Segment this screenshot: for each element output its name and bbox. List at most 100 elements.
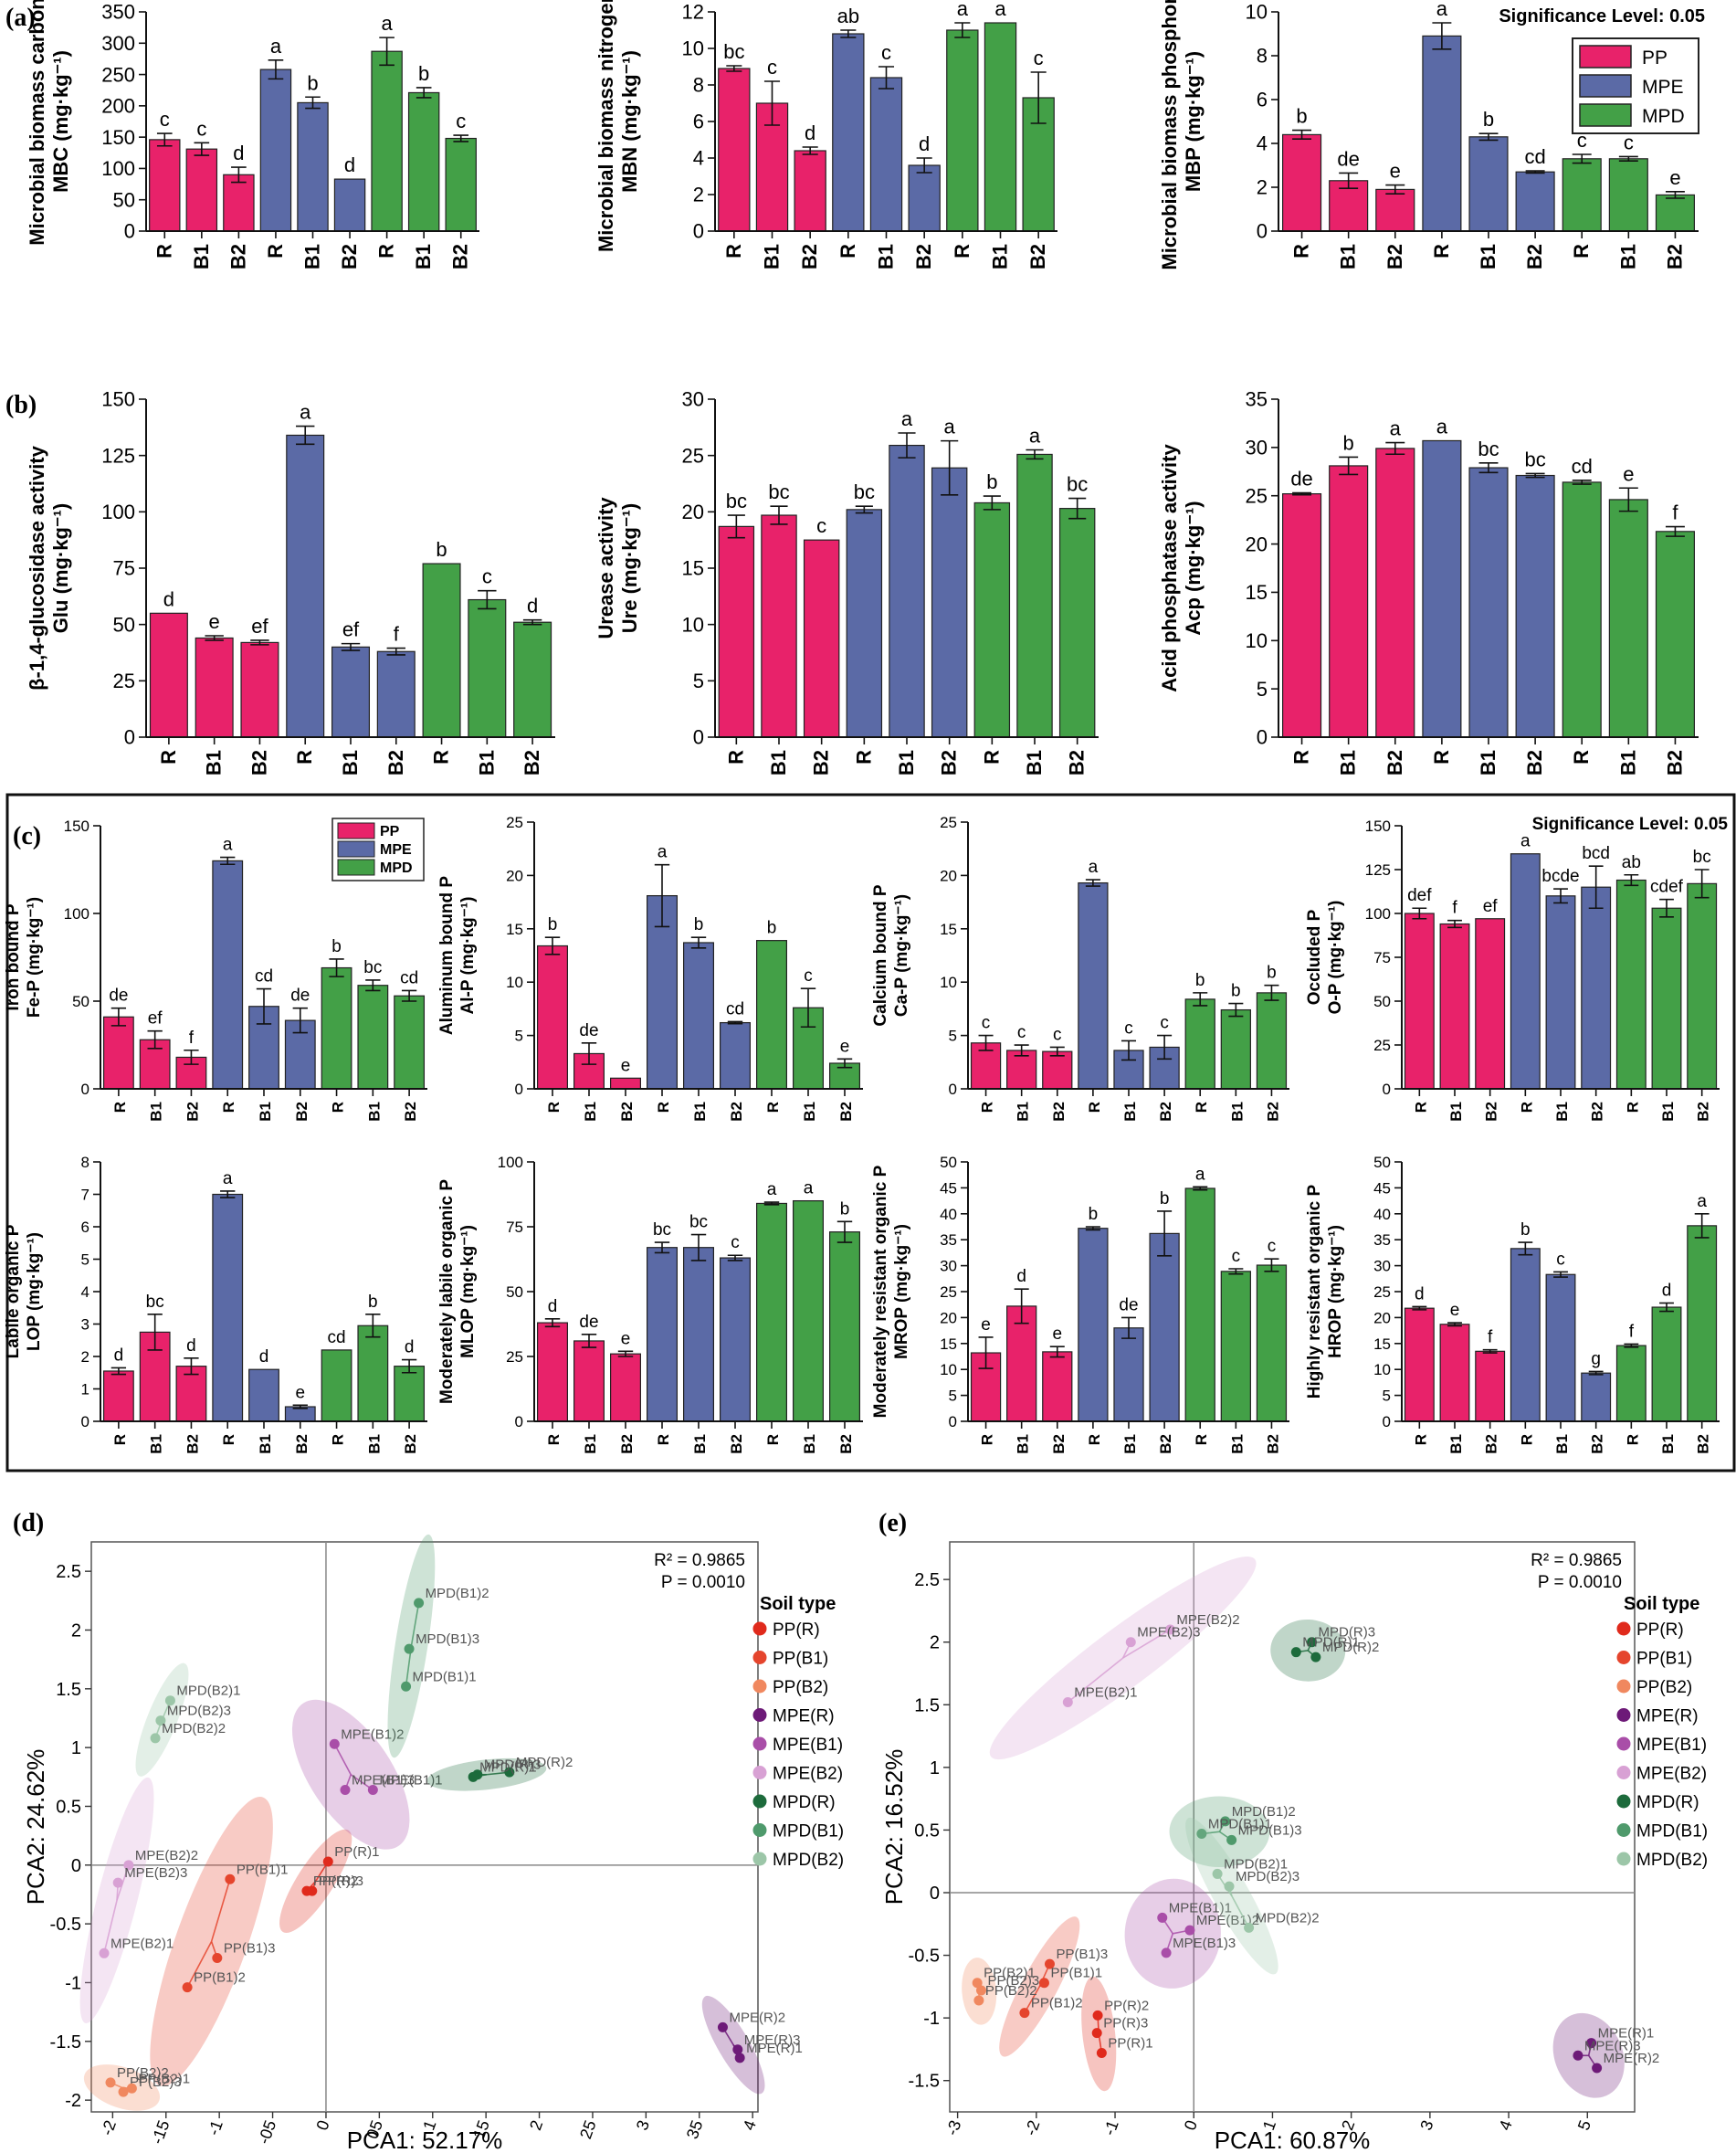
significance-letter: a: [804, 1179, 814, 1198]
y-tick-label: 20: [1373, 1309, 1391, 1326]
sample-point: [1212, 1868, 1223, 1879]
sample-label: MPE(B2)2: [1176, 1612, 1239, 1628]
y-tick-label: 10: [682, 613, 704, 636]
significance-letter: d: [259, 1347, 269, 1367]
legend-title: Soil type: [760, 1594, 836, 1614]
sample-label: MPE(R)1: [1598, 2026, 1655, 2042]
sample-label: PP(B2)2: [985, 1983, 1037, 1999]
x-tick-label: R: [1624, 1102, 1641, 1113]
significance-letter: d: [344, 153, 355, 176]
bar: [1515, 474, 1555, 738]
significance-letter: c: [731, 1233, 740, 1252]
sample-label: PP(R)3: [1103, 2016, 1148, 2032]
significance-letter: cd: [1572, 455, 1593, 478]
legend-label: MPD(R): [773, 1793, 836, 1812]
x-tick-label: B1: [1447, 1102, 1465, 1122]
bar: [1220, 1271, 1251, 1422]
y-tick-label: 200: [101, 95, 135, 118]
sample-label: MPD(R)1: [1302, 1635, 1360, 1651]
significance-letter: cd: [400, 968, 418, 987]
significance-letter: b: [368, 1293, 378, 1312]
r2-label: R² = 0.9865: [1531, 1551, 1622, 1570]
legend-label: MPE(B2): [1636, 1765, 1707, 1784]
bar: [1281, 492, 1322, 738]
x-tick-label: B1: [365, 1434, 383, 1454]
chart-LOP: d Rbc B1 d B2 a Rd B1 e B2 cd Rb B1 d B2 0 1 2 3 4 5 6 7 8 Labil…: [4, 1154, 427, 1454]
bar: [1562, 158, 1602, 232]
y-tick-label: 150: [64, 818, 89, 835]
y-axis-title: Calcium bound P: [871, 884, 890, 1027]
x-tick-label: R: [951, 244, 973, 259]
x-tick-label: R: [1086, 1102, 1103, 1113]
y-tick-label: 15: [1373, 1335, 1391, 1353]
x-tick-label: B1: [1337, 244, 1360, 269]
legend-marker: [1616, 1766, 1631, 1779]
x-tick-label: R: [1290, 244, 1313, 259]
sample-point: [1091, 2028, 1102, 2039]
y-tick-label: 2: [71, 1620, 81, 1641]
sample-label: MPD(B2)1: [1224, 1856, 1288, 1872]
significance-letter: d: [233, 142, 244, 164]
centroid-link: [1231, 1895, 1250, 1928]
x-tick-label: -2: [98, 2118, 120, 2138]
y-tick-label: 45: [1373, 1179, 1391, 1197]
x-tick-label: B1: [767, 750, 790, 776]
x-tick-label: B1: [475, 750, 498, 776]
significance-letter: e: [1390, 160, 1401, 183]
y-tick-label: 4: [1257, 132, 1268, 155]
bar: [422, 563, 461, 738]
sample-point: [1226, 1834, 1237, 1845]
y-tick-label: -2: [65, 2091, 81, 2111]
x-tick-label: B1: [1659, 1102, 1677, 1122]
y-axis-subtitle: MLOP (mg·kg⁻¹): [458, 1225, 478, 1358]
x-tick-label: B2: [1050, 1102, 1068, 1122]
significance-letter: a: [994, 0, 1006, 20]
sample-point: [734, 2053, 745, 2063]
centroid-link: [186, 1941, 213, 1988]
significance-letter: c: [767, 56, 777, 79]
legend-marker: [1616, 1852, 1631, 1866]
y-tick-label: 3: [81, 1315, 89, 1333]
y-axis-subtitle: Glu (mg·kg⁻¹): [49, 503, 72, 633]
x-tick-label: B1: [1477, 750, 1499, 776]
significance-letter: bc: [689, 1213, 708, 1232]
y-tick-label: 5: [1257, 678, 1268, 701]
legend-c-label-mpe: MPE: [380, 842, 412, 858]
bar: [223, 174, 255, 232]
bar: [718, 525, 755, 738]
y-tick-label: 150: [1365, 818, 1391, 835]
sample-label: PP(B1)3: [224, 1940, 276, 1956]
significance-letter: cdef: [1650, 878, 1684, 897]
chart-HROP: d Re B1 f B2 b Rc B1 g B2 f Rd B1 a B2 0 5 10 15 20 25 30 35 40…: [1305, 1154, 1720, 1454]
x-tick-label: B1: [257, 1102, 274, 1122]
x-tick-label: R: [979, 1102, 996, 1113]
bar: [1006, 1050, 1037, 1090]
x-tick-label: R: [153, 244, 175, 259]
bar: [1184, 1187, 1215, 1422]
significance-letter: c: [1034, 47, 1044, 69]
bar: [240, 641, 279, 738]
bar: [761, 514, 797, 738]
x-tick-label: B1: [148, 1102, 165, 1122]
y-tick-label: 20: [682, 501, 704, 523]
x-tick-label: B2: [1589, 1102, 1606, 1122]
bar: [973, 501, 1011, 738]
x-tick-label: B2: [810, 750, 833, 776]
sample-label: MPE(R)2: [729, 2010, 785, 2025]
x-tick-label: B1: [412, 244, 435, 269]
significance-letter: d: [1016, 1267, 1026, 1286]
significance-letter: bcde: [1541, 867, 1579, 886]
significance-letter: bc: [1524, 448, 1545, 470]
legend-marker: [1616, 1679, 1631, 1694]
y-tick-label: 20: [506, 867, 523, 884]
significance-letter: cd: [726, 999, 744, 1018]
x-tick-label: R: [764, 1102, 782, 1113]
sample-point: [322, 1856, 333, 1867]
bar: [1016, 453, 1053, 738]
bar: [286, 434, 325, 738]
y-tick-label: 100: [498, 1154, 523, 1171]
x-tick-label: R: [1412, 1434, 1429, 1445]
x-tick-label: B1: [1228, 1102, 1246, 1122]
legend-marker: [752, 1679, 767, 1694]
bar: [1545, 895, 1576, 1090]
